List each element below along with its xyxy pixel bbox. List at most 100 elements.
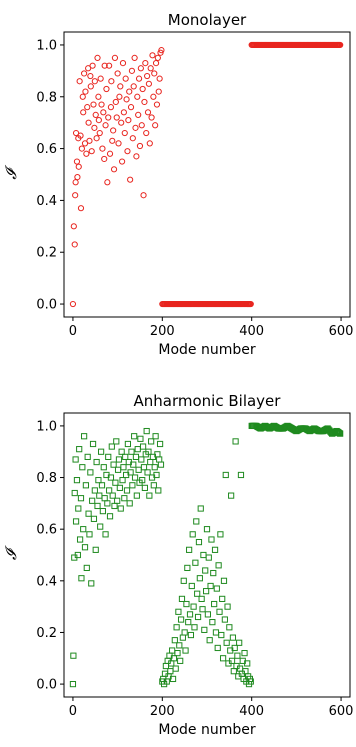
data-point <box>209 619 216 626</box>
data-point <box>170 655 178 662</box>
data-point <box>92 546 99 553</box>
data-point <box>139 477 146 484</box>
data-point <box>86 531 93 538</box>
data-point <box>216 608 223 615</box>
data-point <box>205 554 212 561</box>
data-point <box>336 430 343 437</box>
y-tick-label: 0.4 <box>36 194 57 209</box>
data-point <box>99 508 106 515</box>
data-point <box>167 668 174 675</box>
data-point <box>114 497 121 504</box>
data-point <box>211 546 219 553</box>
chart-panel-1: Monolayer 0 200 400 600 0.0 0.2 0.4 0.6 0.8 1.0 Mod… <box>2 11 353 358</box>
data-point <box>152 59 160 67</box>
data-point <box>88 148 95 155</box>
data-point <box>204 611 211 618</box>
data-point <box>89 497 96 504</box>
data-point <box>128 67 136 74</box>
data-point <box>201 626 208 633</box>
data-point <box>108 78 115 85</box>
chart-panel-2: Anharmonic Bilayer 0 200 400 600 0.0 0.2 0.4 0.6… <box>2 392 353 738</box>
data-point <box>212 629 220 636</box>
data-point <box>93 135 100 142</box>
x-axis-label: Mode number <box>158 722 255 738</box>
data-point <box>114 70 121 77</box>
data-point <box>137 435 144 442</box>
data-point <box>143 129 150 137</box>
data-point <box>73 158 81 165</box>
data-point <box>91 78 98 85</box>
data-point <box>79 464 86 471</box>
data-point <box>185 619 192 626</box>
data-point <box>97 448 105 455</box>
data-point <box>109 492 116 499</box>
data-point <box>110 461 117 468</box>
data-point <box>101 495 108 502</box>
data-point <box>126 500 133 507</box>
data-point <box>100 109 107 116</box>
data-point <box>87 469 94 476</box>
data-point <box>98 482 106 489</box>
data-point <box>101 155 108 163</box>
data-point <box>224 603 231 610</box>
data-point <box>191 624 198 631</box>
x-tick-label: 600 <box>329 324 354 339</box>
data-point <box>142 59 149 67</box>
data-point <box>116 93 123 100</box>
data-point <box>147 458 154 466</box>
data-point <box>156 440 164 448</box>
data-point <box>228 657 236 664</box>
data-point <box>247 300 254 308</box>
data-point <box>177 657 184 664</box>
data-point <box>125 116 132 124</box>
data-point <box>155 487 162 494</box>
data-point <box>101 62 108 69</box>
data-point <box>176 642 183 649</box>
data-point <box>77 205 85 212</box>
y-tick-label: 0.0 <box>36 678 57 693</box>
data-point <box>95 477 102 484</box>
data-point <box>75 163 82 170</box>
x-tick-label: 600 <box>329 704 354 719</box>
data-point <box>195 538 203 546</box>
data-point <box>207 582 214 590</box>
data-point <box>132 124 139 131</box>
data-point <box>82 482 89 489</box>
data-point <box>71 241 78 248</box>
data-point <box>85 510 92 517</box>
data-point <box>128 448 135 455</box>
data-point <box>90 515 98 522</box>
series-3 <box>248 41 344 49</box>
y-tick-label: 1.0 <box>36 38 57 53</box>
data-point <box>112 98 119 106</box>
data-point <box>136 142 144 150</box>
data-point <box>335 429 342 436</box>
data-point <box>187 631 195 639</box>
data-point <box>123 487 131 494</box>
data-point <box>144 109 152 116</box>
data-point <box>337 41 344 49</box>
data-point <box>148 114 155 121</box>
data-point <box>104 500 111 507</box>
data-point <box>132 453 140 460</box>
data-point <box>119 477 126 484</box>
data-point <box>148 438 155 445</box>
data-point <box>190 603 197 610</box>
data-point <box>230 668 237 675</box>
data-point <box>85 119 92 126</box>
data-point <box>106 513 114 520</box>
data-point <box>337 430 344 437</box>
data-point <box>81 70 88 77</box>
data-point <box>107 474 115 481</box>
y-tick-label: 0.2 <box>36 246 57 261</box>
y-tick-label: 0.2 <box>36 626 57 641</box>
data-point <box>232 438 239 445</box>
data-point <box>222 471 229 479</box>
data-point <box>196 575 203 582</box>
data-point <box>172 665 179 672</box>
data-point <box>100 464 107 471</box>
data-point <box>112 479 119 486</box>
x-tick-label: 200 <box>150 324 175 339</box>
data-point <box>98 101 105 108</box>
data-point <box>72 518 80 525</box>
